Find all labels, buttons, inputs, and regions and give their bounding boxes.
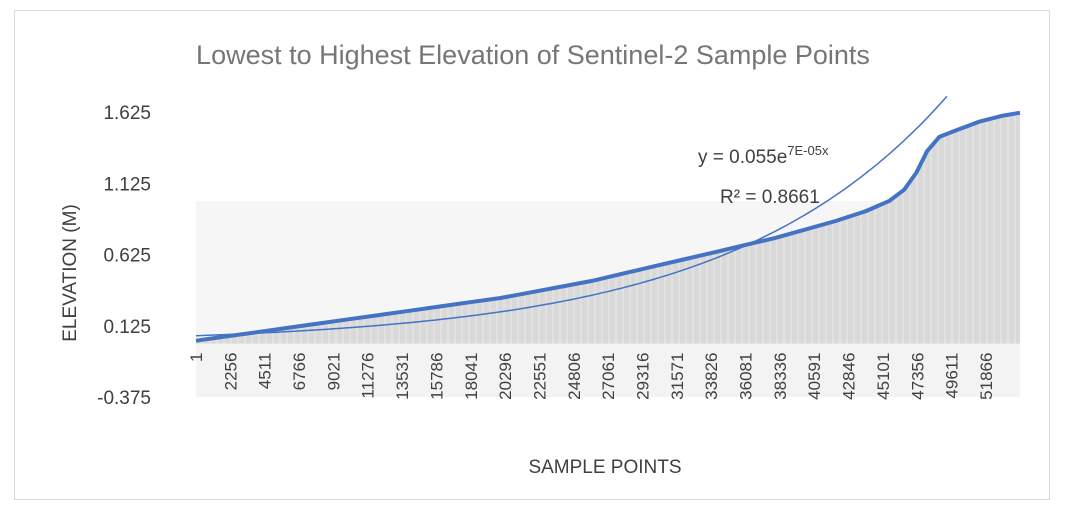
x-tick-label: 29316 — [634, 353, 653, 400]
trendline-path — [195, 95, 948, 337]
x-tick-label: 51866 — [977, 353, 996, 400]
x-tick-label: 27061 — [599, 353, 618, 400]
x-tick-label: 33826 — [702, 353, 721, 400]
trendline-equation-base: y = 0.055e — [698, 147, 787, 168]
x-tick-label: 22551 — [531, 353, 550, 400]
data-series-line — [195, 110, 1021, 343]
x-tick-label: 9021 — [324, 353, 343, 391]
x-tick-label: 40591 — [805, 353, 824, 400]
y-axis-title: ELEVATION (M) — [60, 204, 81, 342]
x-tick-label: 45101 — [874, 353, 893, 400]
x-tick-label: 38336 — [771, 353, 790, 400]
trendline-equation-exponent: 7E-05x — [787, 143, 829, 158]
x-tick-label: 36081 — [737, 353, 756, 400]
y-tick-label: 0.625 — [103, 246, 151, 267]
chart-frame: Lowest to Highest Elevation of Sentinel-… — [14, 10, 1050, 500]
trendline-equation: y = 0.055e7E-05x — [698, 143, 829, 168]
x-axis-title: SAMPLE POINTS — [528, 457, 681, 478]
x-tick-label: 6766 — [290, 353, 309, 391]
x-tick-label: 15786 — [427, 353, 446, 400]
y-tick-label: 1.125 — [103, 174, 151, 195]
plot-band-negative — [196, 343, 1020, 397]
data-line — [195, 110, 1021, 343]
trendline — [195, 95, 948, 337]
x-tick-label: 20296 — [496, 353, 515, 400]
chart-title: Lowest to Highest Elevation of Sentinel-… — [196, 40, 870, 70]
x-tick-label: 11276 — [359, 353, 378, 399]
x-tick-label: 42846 — [840, 353, 859, 400]
y-axis-ticks: 1.625 1.125 0.625 0.125 -0.375 — [97, 103, 151, 409]
x-tick-label: 1 — [187, 353, 206, 362]
data-area — [196, 112, 1020, 344]
x-tick-label: 2256 — [221, 353, 240, 391]
x-tick-label: 49611 — [943, 353, 962, 399]
x-tick-label: 24806 — [565, 353, 584, 400]
trendline-r-squared: R² = 0.8661 — [720, 187, 820, 208]
x-tick-label: 13531 — [393, 353, 412, 400]
x-tick-label: 4511 — [256, 353, 275, 390]
x-tick-label: 47356 — [908, 353, 927, 400]
data-area-fill — [196, 112, 1020, 344]
x-tick-label: 18041 — [462, 353, 481, 400]
data-area-hatching — [202, 113, 1016, 344]
y-tick-label: 0.125 — [103, 317, 151, 338]
y-tick-label: 1.625 — [103, 103, 151, 124]
x-tick-label: 31571 — [668, 353, 687, 400]
chart-svg: Lowest to Highest Elevation of Sentinel-… — [60, 40, 1021, 478]
x-axis-ticks: 1 2256 4511 6766 9021 11276 13531 15786 18041 202… — [187, 353, 996, 400]
y-tick-label: -0.375 — [97, 388, 151, 409]
